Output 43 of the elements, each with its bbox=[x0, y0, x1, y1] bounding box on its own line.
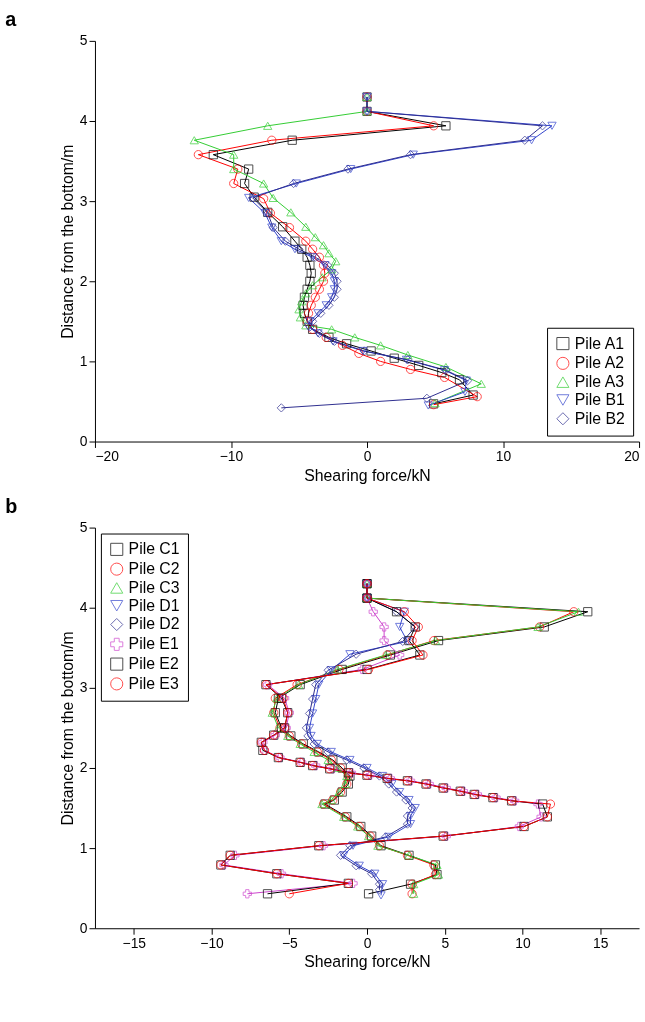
x-axis-title: Shearing force/kN bbox=[304, 953, 431, 971]
legend-label: Pile D1 bbox=[128, 596, 180, 614]
y-tick-label: 1 bbox=[79, 352, 88, 369]
legend-label: Pile A2 bbox=[574, 354, 624, 372]
x-tick-label: 20 bbox=[624, 447, 640, 464]
y-axis-title: Distance from the bottom/m bbox=[58, 144, 76, 339]
y-tick-label: 4 bbox=[79, 112, 88, 129]
y-tick-label: 2 bbox=[79, 272, 88, 289]
y-tick-label: 1 bbox=[79, 839, 88, 856]
legend-label: Pile C1 bbox=[128, 540, 180, 558]
chart-title: b bbox=[5, 494, 18, 517]
y-tick-label: 3 bbox=[79, 192, 88, 209]
x-axis-title: Shearing force/kN bbox=[304, 466, 431, 484]
legend-label: Pile E2 bbox=[128, 655, 179, 673]
y-tick-label: 5 bbox=[79, 32, 88, 49]
y-tick-label: 2 bbox=[79, 759, 88, 776]
legend-label: Pile C2 bbox=[128, 560, 180, 578]
x-tick-label: −10 bbox=[219, 447, 244, 464]
x-tick-label: 10 bbox=[515, 934, 531, 951]
x-tick-label: −5 bbox=[281, 934, 298, 951]
y-axis-title: Distance from the bottom/m bbox=[58, 631, 76, 826]
y-tick-label: 5 bbox=[79, 519, 88, 536]
x-tick-label: −10 bbox=[200, 934, 225, 951]
x-tick-label: 15 bbox=[593, 934, 609, 951]
legend-label: Pile B1 bbox=[574, 390, 626, 408]
legend-label: Pile A1 bbox=[574, 334, 625, 352]
y-tick-label: 0 bbox=[79, 919, 88, 936]
y-tick-label: 0 bbox=[79, 432, 88, 449]
x-tick-label: 10 bbox=[495, 447, 512, 464]
legend-label: Pile D2 bbox=[128, 615, 180, 633]
x-tick-label: 5 bbox=[441, 934, 450, 951]
x-tick-label: −15 bbox=[122, 934, 147, 951]
legend-label: Pile A3 bbox=[574, 373, 625, 391]
chart-title: a bbox=[5, 8, 18, 31]
x-tick-label: 0 bbox=[363, 934, 372, 951]
y-tick-label: 3 bbox=[79, 679, 88, 696]
y-tick-label: 4 bbox=[79, 599, 88, 616]
legend-label: Pile B2 bbox=[574, 409, 625, 427]
legend-label: Pile E1 bbox=[128, 635, 179, 653]
legend-label: Pile E3 bbox=[128, 674, 179, 692]
x-tick-label: 0 bbox=[363, 447, 372, 464]
x-tick-label: −20 bbox=[95, 447, 120, 464]
legend-label: Pile C3 bbox=[128, 578, 180, 596]
